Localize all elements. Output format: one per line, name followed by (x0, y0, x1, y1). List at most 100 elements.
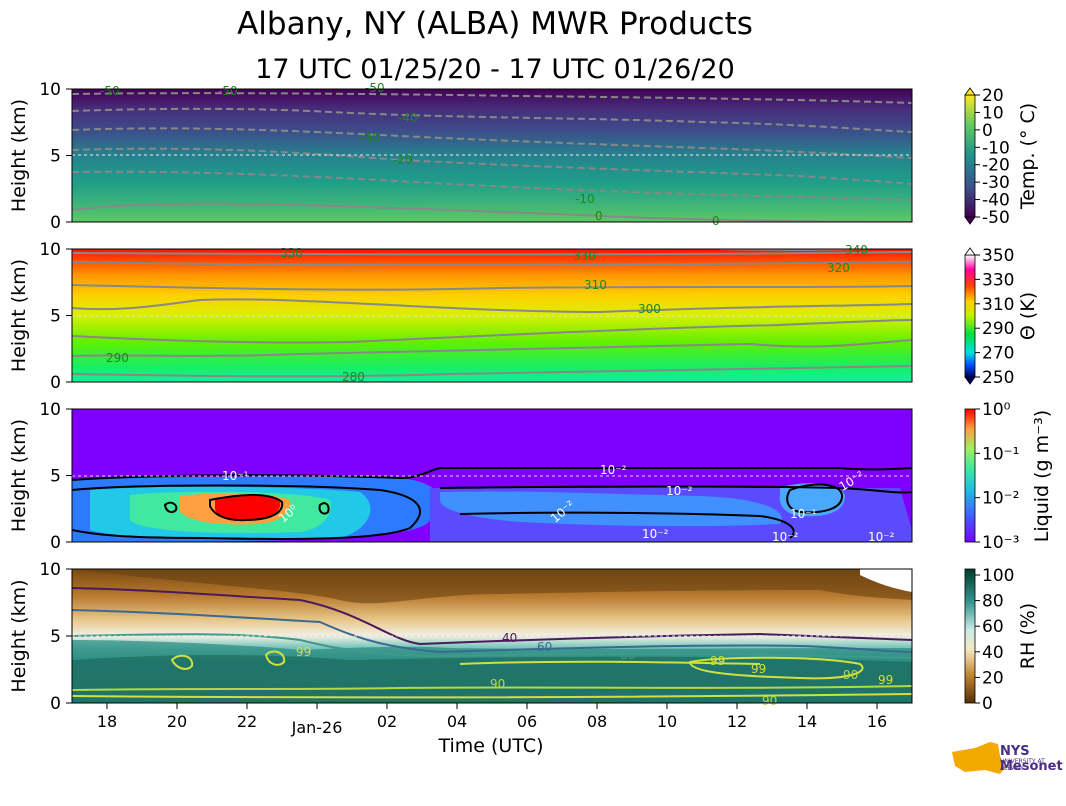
y-axis-label: Height (km) (8, 419, 30, 532)
y-tick-label: 0 (50, 373, 61, 393)
colorbar-tick-label: 80 (982, 592, 1004, 612)
logo-text: NYS Mesonet (1000, 744, 1063, 774)
y-tick-label: 10 (39, 560, 61, 580)
colorbar-tick-label: 10⁰ (982, 400, 1011, 420)
contour-label: 10⁻² (772, 530, 799, 544)
y-tick-label: 10 (39, 80, 61, 100)
x-tick-label: 18 (97, 712, 117, 731)
contour-label: 320 (827, 261, 850, 275)
contour-label: -10 (575, 192, 595, 206)
contour-label: -50 (365, 81, 385, 95)
theta-panel: 330 330 340 320 310 300 290 280 (71, 243, 913, 384)
y-tick-label: 5 (50, 307, 61, 327)
contour-label: -40 (398, 111, 418, 125)
theta-colorbar (964, 254, 976, 378)
chart-subtitle: 17 UTC 01/25/20 - 17 UTC 01/26/20 (255, 54, 735, 85)
colorbar-tick-label: 10⁻² (982, 489, 1019, 509)
contour-label: 0 (595, 209, 603, 223)
colorbar-tick-label: 20 (982, 668, 1004, 688)
contour-label: 280 (342, 370, 365, 384)
colorbar-tick-label: 0 (982, 694, 993, 714)
contour-label: 99 (878, 673, 893, 687)
theta-colorbar-label: Θ (K) (1017, 292, 1039, 340)
x-tick-label: 14 (797, 712, 817, 731)
rh-panel: 40 60 80 99 99 99 99 90 90 90 (71, 568, 913, 708)
contour-minus50 (72, 92, 912, 104)
colorbar-ticks: 20100-10-20-30-40-5035033031029027025010… (975, 86, 1019, 714)
contour-zero (72, 202, 912, 222)
x-tick-label: 04 (447, 712, 467, 731)
contour-300 (72, 298, 912, 314)
contour-280 (72, 365, 912, 378)
y-axis-label: Height (km) (8, 259, 30, 372)
colorbar-tick-label: 10⁻¹ (982, 444, 1019, 464)
x-tick-label: 22 (237, 712, 257, 731)
contour-label: 40 (502, 631, 517, 645)
contour-label: 10⁻¹ (222, 469, 249, 483)
liquid-colorbar-label: Liquid (g m⁻³) (1031, 410, 1053, 542)
contour-minus10 (72, 170, 912, 201)
contour-label: 99 (710, 654, 725, 668)
contour-80 (72, 633, 912, 659)
nys-mesonet-logo (952, 742, 1005, 774)
rh-colorbar-label: RH (%) (1017, 603, 1039, 669)
x-tick-label: 06 (517, 712, 537, 731)
y-tick-label: 5 (50, 147, 61, 167)
contour-label: 10⁻² (666, 484, 693, 498)
contour-label: 290 (106, 351, 129, 365)
contour-label: 90 (490, 677, 505, 691)
contour-label: 10⁻² (600, 463, 627, 477)
colorbar-tick-label: -30 (982, 173, 1010, 193)
x-tick-label: 20 (167, 712, 187, 731)
contour-label: 90 (762, 694, 777, 708)
logo-subtext: UNIVERSITY AT ALBANY (1000, 758, 1045, 772)
contour-label: 340 (845, 243, 868, 257)
colorbar-tick-label: 10 (982, 103, 1004, 123)
contour-310 (72, 284, 912, 291)
contour-label: 99 (296, 645, 311, 659)
colorbar-tick-label: 330 (982, 270, 1014, 290)
rh-colorbar (964, 568, 976, 704)
contour-label: 330 (573, 249, 596, 263)
colorbar-tick-label: 310 (982, 295, 1014, 315)
colorbar-tick-label: -10 (982, 138, 1010, 158)
colorbar-tick-label: 60 (982, 617, 1004, 637)
colorbar-tick-label: 0 (982, 121, 993, 141)
temperature-panel: -50 -50 -50 -40 -30 -20 -10 0 0 (71, 81, 913, 228)
contour-label: -30 (360, 131, 380, 145)
contour-label: 10⁻² (642, 527, 669, 541)
x-axis: 18 20 22 Jan-26 02 04 06 08 10 12 14 16 (97, 703, 887, 737)
colorbar-tick-label: 350 (982, 246, 1014, 266)
colorbar-tick-label: -50 (982, 208, 1010, 228)
contour-label: 310 (584, 278, 607, 292)
colorbar-tick-label: 40 (982, 643, 1004, 663)
colorbar-tick-label: 270 (982, 344, 1014, 364)
colorbar-tick-label: 250 (982, 368, 1014, 388)
y-tick-label: 5 (50, 627, 61, 647)
contour-label: -50 (218, 84, 238, 98)
contour-330 (72, 251, 912, 256)
contour-minus40 (72, 107, 912, 133)
contour-90 (72, 685, 912, 691)
contour-minus30 (72, 127, 912, 159)
x-axis-label: Time (UTC) (437, 735, 543, 757)
temperature-colorbar (964, 94, 976, 218)
contour-320 (72, 261, 912, 267)
y-axes: 0 5 10 Height (km) 0 5 10 Height (km) 0 5 10 Height… (8, 80, 72, 714)
colorbar-tick-label: -40 (982, 191, 1010, 211)
contour-label: 300 (638, 302, 661, 316)
contour-label: 80 (620, 648, 635, 662)
contour-label: -50 (100, 84, 120, 98)
colorbar-tick-label: 290 (982, 319, 1014, 339)
y-tick-label: 10 (39, 240, 61, 260)
colorbar-tick-label: -20 (982, 156, 1010, 176)
y-axis-label: Height (km) (8, 99, 30, 212)
contour-label: 330 (280, 246, 303, 260)
contour-40 (72, 587, 912, 646)
x-tick-label: Jan-26 (291, 718, 343, 737)
contour-label: 0 (712, 214, 720, 228)
colorbar-tick-label: 10⁻³ (982, 533, 1019, 553)
y-tick-label: 0 (50, 213, 61, 233)
y-tick-label: 0 (50, 533, 61, 553)
